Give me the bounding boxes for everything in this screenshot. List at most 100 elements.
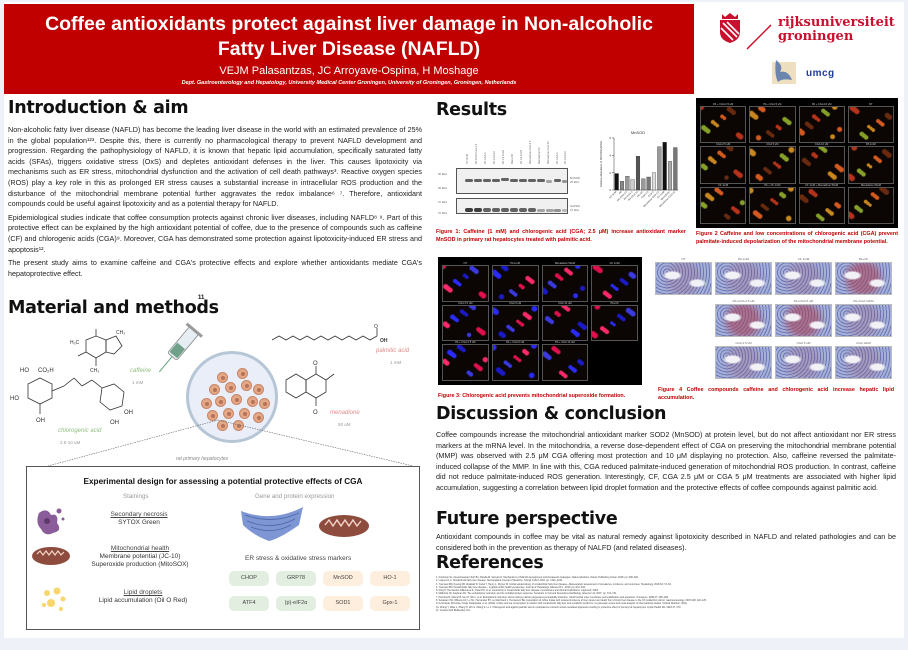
svg-text:4: 4	[609, 154, 611, 158]
rug-shield-icon	[720, 13, 740, 43]
marker-atf4: ATF4	[229, 596, 269, 611]
micrograph-panel: CGA 2.5 uM	[700, 143, 747, 184]
panel-label: CGA 10 uM	[814, 143, 829, 147]
marker-size-1: 30 kDa	[438, 172, 447, 176]
gapdh-blot	[456, 198, 568, 214]
panel-label: PA + CGA 10 uM	[811, 103, 832, 106]
staining-lipid-method: Lipid accumulation (Oil O Red)	[98, 597, 188, 604]
chlorogenic-acid-label: chlorogenic acid	[58, 428, 102, 434]
expression-heading: Gene and protein expression	[255, 493, 335, 500]
histology-panel	[835, 346, 892, 379]
panel-label: CGA 2.5 uM	[735, 341, 752, 345]
micrograph-panel: PA 1mM	[491, 262, 539, 302]
palmitic-acid-conc: 1 mM	[390, 360, 402, 365]
figure-3-caption: Figure 3: Chlorogenic acid prevents mito…	[438, 393, 626, 399]
histology-panel	[715, 262, 772, 295]
reference-item: 8. Setiawan VW, Wilkens LR, Lu SC, Herna…	[436, 599, 707, 603]
reference-item: 7. Dornbusch, Marcel B, Sun D, Wu F, et …	[436, 595, 669, 599]
panel-label: CGA 5 uM	[766, 143, 779, 147]
introduction-heading: Introduction & aim	[8, 98, 189, 118]
figure-3-mitosox-grid: NT PA 1mM Menadione 50uM CF 1mM CGA 2.5 uM CG…	[438, 257, 642, 385]
intro-paragraph-1: Non-alcoholic fatty liver disease (NAFLD…	[8, 125, 422, 209]
intro-paragraph-3: The present study aims to examine caffei…	[8, 258, 422, 278]
svg-text:PA+CF: PA+CF	[637, 190, 645, 198]
title-banner: Coffee antioxidants protect against live…	[4, 4, 694, 94]
lane-label: Menadione CGA 2.5	[529, 140, 532, 164]
panel-label: Menadione 50uM	[860, 183, 881, 187]
umcg-wordmark: umcg	[806, 68, 835, 79]
staining-necrosis: Secondary necrosis SYTOX Green	[89, 511, 189, 527]
affiliation: Dept. Gastroenterology and Hepatology, U…	[181, 80, 517, 86]
rug-slash-icon	[746, 24, 772, 50]
micrograph-panel	[591, 344, 638, 381]
svg-text:OH: OH	[110, 420, 119, 426]
blot-label-mnsod: MnSOD	[570, 176, 580, 180]
svg-text:CH₃: CH₃	[116, 330, 125, 336]
staining-lipid-title: Lipid droplets	[123, 589, 163, 596]
panel-label: CF 1mM	[797, 257, 810, 261]
histology-panel	[775, 346, 832, 379]
introduction-text: Non-alcoholic fatty liver disease (NAFLD…	[8, 125, 422, 282]
reference-item: 4. Younossi ZM. Nonalcoholic fatty liver…	[436, 585, 586, 589]
svg-text:PA+CGA 10: PA+CGA 10	[628, 190, 640, 202]
reference-item: 9. Kosmalski, Wronska, Czaja, Pawlowska,…	[436, 602, 688, 606]
necrotic-cell-icon	[37, 508, 65, 535]
discussion-text: Coffee compounds increase the mitochondr…	[436, 430, 896, 492]
svg-text:CF 1mM: CF 1mM	[657, 191, 666, 200]
stainings-heading: Stainings	[123, 493, 149, 500]
blot-label-mnsod-kda: 25 kDa	[570, 180, 579, 184]
references-list: 1. Friedman SL, Neuschwander-Tetri BA, R…	[436, 576, 898, 612]
zoom-connector-lines	[47, 419, 414, 467]
micrograph-panel: NT	[847, 103, 894, 144]
svg-text:O: O	[313, 410, 318, 416]
figure-2-jc10-grid: PA + CGA 2.5 uM PA + CGA 5 uM PA + CGA 10 …	[696, 98, 898, 228]
umcg-emblem-icon	[772, 60, 796, 84]
reference-item: 10. Zhang Y, Miao L, Zhang H, Wu G, Zhan…	[436, 605, 682, 609]
panel-label: PA + CGA 5 uM	[506, 341, 525, 345]
panel-label: PA 1mM	[510, 262, 520, 265]
lipid-droplets-icon	[42, 587, 66, 611]
micrograph-panel: Menadione 50uM	[541, 262, 589, 302]
panel-label: PA+CGA 10uM	[853, 299, 874, 303]
future-text: Antioxidant compounds in coffee may be v…	[436, 532, 896, 552]
petri-dish-icon	[186, 351, 278, 443]
panel-label: PA + CGA 10 uM	[555, 341, 575, 345]
panel-label: PA + CGA 5 uM	[763, 103, 782, 106]
poster-title: Coffee antioxidants protect against live…	[4, 12, 694, 62]
references-heading: References	[436, 553, 544, 573]
caffeine-conc: 1 mM	[132, 380, 144, 385]
lane-label: Menadione CGA 10	[547, 141, 550, 164]
staining-necrosis-title: Secondary necrosis	[110, 511, 168, 518]
lane-label: PA CGA 5	[484, 152, 487, 165]
svg-text:CH₃: CH₃	[90, 368, 99, 374]
figure-4-caption: Figure 4 Coffee compounds caffeine and c…	[658, 387, 894, 401]
markers-heading: ER stress & oxidative stress markers	[245, 555, 352, 562]
micrograph-panel: PA + CGA 10 uM	[798, 103, 845, 144]
svg-text:OH: OH	[124, 410, 133, 416]
svg-text:O: O	[374, 324, 378, 330]
blot-label-gapdh: GAPDH	[570, 204, 580, 208]
panel-label: PA + CGA 2.5 uM	[455, 341, 476, 345]
results-heading: Results	[436, 100, 507, 120]
panel-label: NT	[681, 257, 686, 261]
svg-text:CGA 2.5: CGA 2.5	[641, 190, 650, 199]
svg-text:CO₂H: CO₂H	[38, 368, 54, 374]
histology-panel	[775, 262, 832, 295]
rug-line-2: groningen	[778, 29, 854, 44]
mnsod-blot	[456, 168, 568, 194]
histology-panel	[715, 304, 772, 337]
intro-paragraph-2: Epidemiological studies indicate that co…	[8, 212, 422, 254]
panel-label: PA+CF	[610, 301, 619, 305]
marker-grp78: GRP78	[276, 571, 316, 586]
reference-item: 1. Friedman SL, Neuschwander-Tetri BA, R…	[436, 576, 639, 579]
experimental-design-panel: Experimental design for assessing a pote…	[26, 466, 420, 630]
svg-text:Menadione: Menadione	[660, 190, 671, 201]
staining-mitochondrial: Mitochondrial health Membrane potential …	[79, 545, 201, 569]
panel-label: PA+CGA 5 uM	[793, 299, 814, 303]
reference-item: 6. Malhotra JD, Kaufman RJ. The endoplas…	[436, 592, 617, 596]
panel-label: PA+CGA 2.5 uM	[732, 299, 755, 303]
micrograph-panel: PA + CGA 5 uM	[749, 103, 796, 144]
panel-label: CGA 10uM	[856, 341, 871, 345]
histology-panel	[655, 262, 712, 295]
micrograph-panel: PA + CGA 5 uM	[491, 341, 539, 381]
